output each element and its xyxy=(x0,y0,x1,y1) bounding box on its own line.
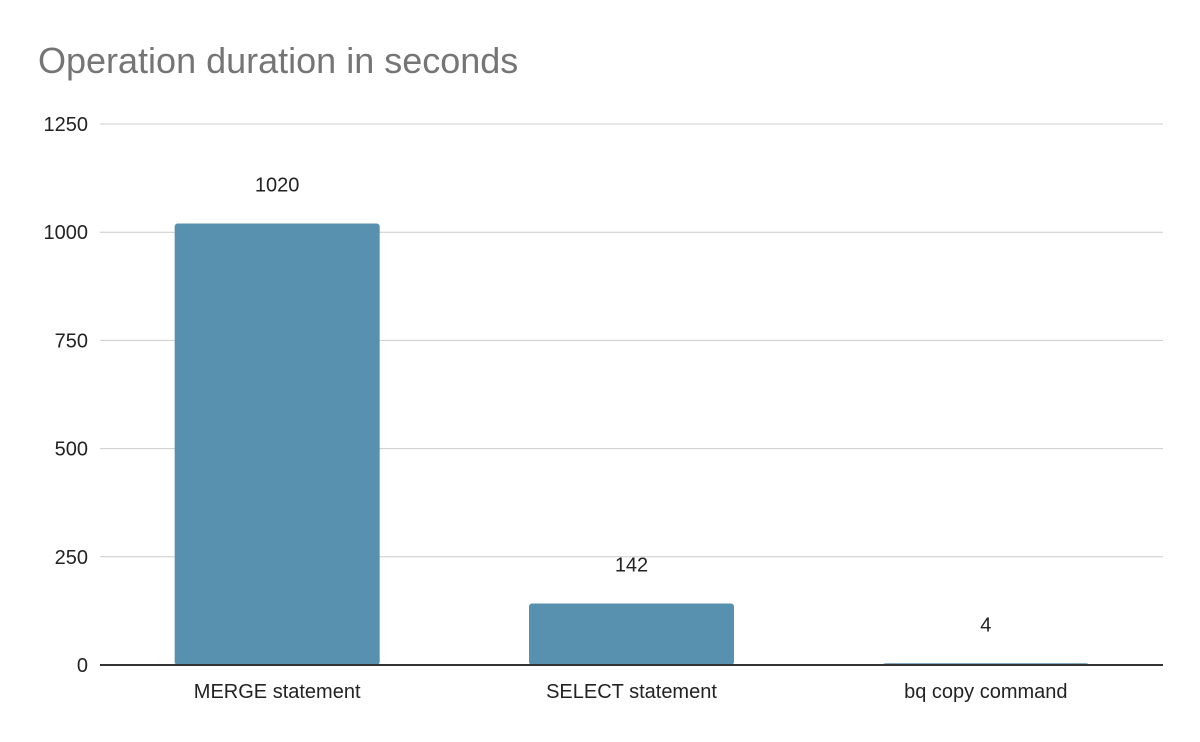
chart-title: Operation duration in seconds xyxy=(38,40,519,81)
y-tick-label: 500 xyxy=(55,439,88,461)
y-tick-label: 0 xyxy=(77,655,88,677)
data-label: 142 xyxy=(615,555,648,577)
x-tick-label: bq copy command xyxy=(904,681,1067,703)
bar xyxy=(174,223,380,665)
bar xyxy=(529,603,734,665)
x-tick-label: SELECT statement xyxy=(546,681,717,703)
y-tick-label: 1000 xyxy=(44,222,89,244)
x-tick-label: MERGE statement xyxy=(194,681,361,703)
y-tick-label: 250 xyxy=(55,547,88,569)
y-tick-label: 1250 xyxy=(44,114,89,136)
data-label: 4 xyxy=(980,614,991,636)
y-tick-label: 750 xyxy=(55,330,88,352)
data-label: 1020 xyxy=(255,175,300,197)
